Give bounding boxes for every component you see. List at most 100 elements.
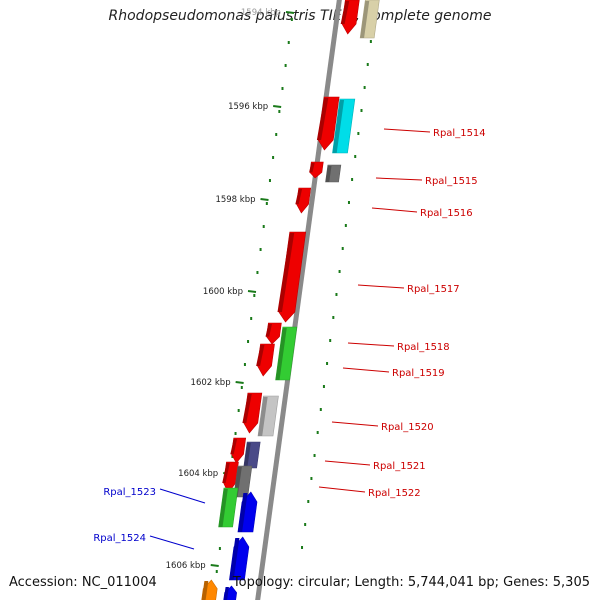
ruler-dot [313, 454, 316, 457]
gene-arrow-shade [309, 163, 315, 173]
ruler-dot [363, 86, 366, 89]
gene-label-rpal_1515[interactable]: Rpal_1515 [425, 176, 478, 187]
topology-text: Topology: circular; Length: 5,744,041 bp… [232, 575, 590, 590]
accession-text: Accession: NC_011004 [9, 575, 157, 590]
kbp-tick-mark [260, 198, 269, 201]
kbp-tick-mark [285, 11, 295, 14]
gene-labels: Rpal_1514 Rpal_1515 Rpal_1516 Rpal_1517 Rpal… [93, 128, 485, 544]
ruler-dot [341, 247, 344, 250]
label-leader-line [347, 342, 395, 347]
gene-arrow-shade [223, 587, 229, 600]
ruler-dot [310, 477, 313, 480]
gene-arrow-shade [222, 463, 230, 483]
ruler-dots [215, 18, 372, 573]
gene-label-rpal_1518[interactable]: Rpal_1518 [397, 342, 450, 353]
gene-arrow-shade [201, 581, 209, 600]
gene-arrow-shade [332, 100, 345, 153]
gene-arrow-shade [316, 98, 329, 140]
gene-label-rpal_1516[interactable]: Rpal_1516 [420, 208, 473, 219]
ruler-dot [329, 339, 332, 342]
gene-arrow-shade [242, 394, 252, 423]
label-leader-line [375, 177, 423, 181]
gene-label-rpal_1524[interactable]: Rpal_1524 [93, 533, 146, 544]
label-leader-line [342, 367, 390, 373]
ruler-dot [262, 225, 265, 228]
ruler-dot [322, 385, 325, 388]
gene-label-rpal_1523[interactable]: Rpal_1523 [103, 487, 156, 498]
kbp-tick-label: 1606 kbp [166, 561, 206, 571]
ruler-dot [338, 270, 341, 273]
label-leader-line [318, 486, 366, 493]
label-leader-line [371, 207, 418, 213]
ruler-dot [272, 156, 275, 159]
ruler-dot [316, 431, 319, 434]
ruler-dot [234, 432, 237, 435]
ruler-dot [307, 500, 310, 503]
ruler-dot [347, 201, 350, 204]
gene-label-rpal_1520[interactable]: Rpal_1520 [381, 422, 434, 433]
gene-arrow-shade [237, 493, 248, 532]
ruler-dot [268, 179, 271, 182]
ruler-dot [259, 248, 262, 251]
gene-arrow-shade [340, 1, 350, 24]
gene-arrow-shade [295, 189, 303, 205]
label-leader-line [324, 460, 371, 466]
ruler-dot [284, 64, 287, 67]
gene-arrow-shade [229, 538, 240, 580]
ruler-dot [335, 293, 338, 296]
gene-arrow-shade [360, 1, 370, 38]
map-title: Rhodopseudomonas palustris TIE-1, comple… [108, 8, 492, 24]
label-leader-line [149, 535, 195, 550]
gene-arrow-shade [265, 324, 273, 337]
label-leader-line [383, 128, 431, 133]
kbp-tick-label: 1600 kbp [203, 287, 243, 297]
ruler-dot [287, 41, 290, 44]
ruler-dot [290, 18, 293, 21]
ruler-dot [218, 547, 221, 550]
genome-backbone [255, 0, 342, 600]
ruler-dot [215, 570, 218, 573]
ruler-dot [357, 132, 360, 135]
gene-arrow-shade [256, 345, 265, 366]
gene-arrow-shade [275, 328, 287, 380]
ruler-dot [243, 363, 246, 366]
label-leader-lines [149, 128, 431, 550]
ruler-dot [301, 546, 304, 549]
kbp-tick-label: 1602 kbp [191, 378, 231, 388]
gene-arrow-shade [325, 166, 332, 182]
ruler-dot [332, 316, 335, 319]
label-leader-line [331, 421, 379, 427]
kbp-tick-mark [273, 105, 282, 108]
kbp-tick-mark [210, 564, 219, 567]
ruler-dot [351, 178, 354, 181]
ruler-dot [240, 386, 243, 389]
gene-arrow-shade [230, 439, 238, 455]
gene-label-rpal_1522[interactable]: Rpal_1522 [368, 488, 421, 499]
ruler-dot [278, 110, 281, 113]
ruler-dot [344, 224, 347, 227]
label-leader-line [159, 488, 206, 504]
ruler-dot [256, 271, 259, 274]
gene-features [201, 0, 380, 600]
ruler-dot [265, 202, 268, 205]
kbp-tick-label: 1596 kbp [228, 102, 268, 112]
label-leader-line [357, 284, 405, 289]
gene-arrow-shade [243, 443, 251, 468]
ruler-dot [319, 408, 322, 411]
gene-label-rpal_1517[interactable]: Rpal_1517 [407, 284, 460, 295]
ruler-dot [250, 317, 253, 320]
ruler-dot [237, 409, 240, 412]
kbp-tick-label: 1598 kbp [215, 195, 255, 205]
gene-label-rpal_1519[interactable]: Rpal_1519 [392, 368, 445, 379]
gene-arrow-shade [218, 489, 228, 527]
ruler-dot [253, 294, 256, 297]
gene-arrow-shade [277, 233, 295, 312]
ruler-dot [304, 523, 307, 526]
ruler-dot [275, 133, 278, 136]
kbp-tick-label: 1604 kbp [178, 469, 218, 479]
gene-label-rpal_1521[interactable]: Rpal_1521 [373, 461, 426, 472]
kbp-tick-mark [235, 381, 244, 384]
gene-label-rpal_1514[interactable]: Rpal_1514 [433, 128, 486, 139]
